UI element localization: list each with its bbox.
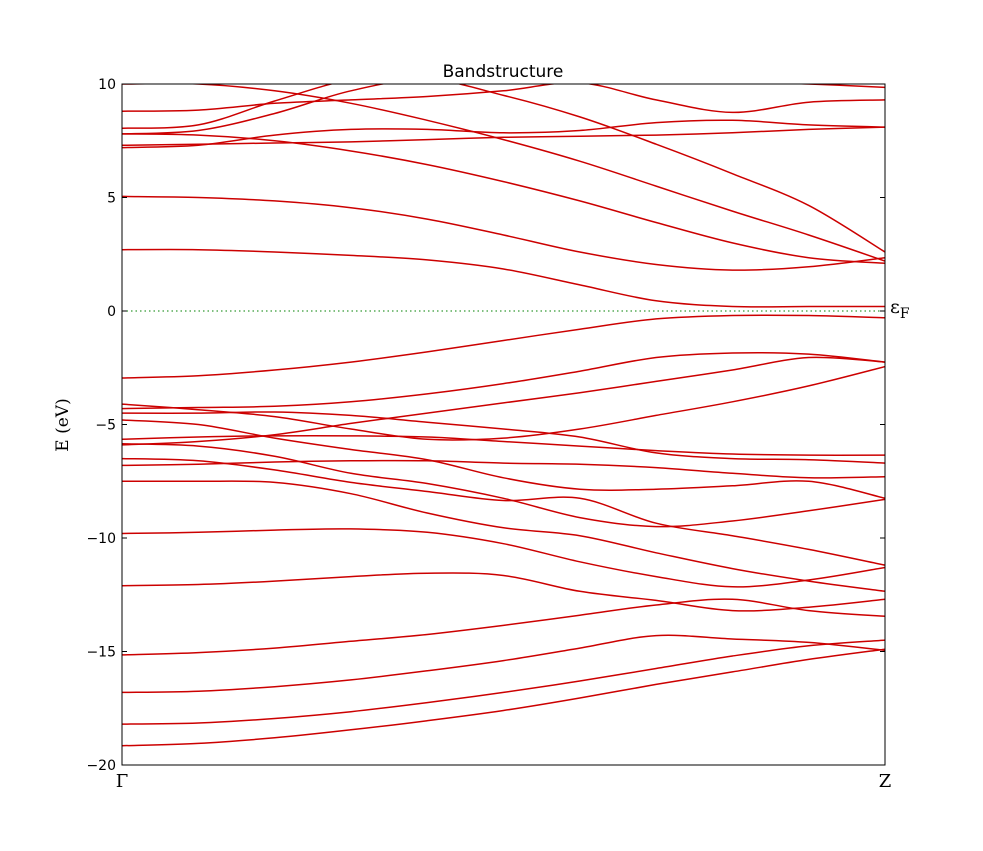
y-tick-label: 10 xyxy=(98,77,116,93)
bands-group xyxy=(122,84,885,747)
band-line-23 xyxy=(122,84,885,253)
band-line-18 xyxy=(122,248,885,308)
band-line-10 xyxy=(122,443,885,528)
band-line-12 xyxy=(122,419,885,500)
y-axis-label: E (eV) xyxy=(53,398,73,451)
band-line-16 xyxy=(122,351,885,410)
band-line-6 xyxy=(122,528,885,588)
y-tick-label: −20 xyxy=(86,758,116,774)
band-line-3 xyxy=(122,634,885,694)
band-line-15 xyxy=(122,356,885,446)
band-line-21 xyxy=(122,126,885,147)
band-line-14 xyxy=(122,365,885,441)
band-line-7 xyxy=(122,480,885,593)
band-line-9 xyxy=(122,457,885,566)
y-tick-label: −10 xyxy=(86,531,116,547)
fermi-label: εF xyxy=(890,296,910,322)
band-line-24 xyxy=(122,84,335,130)
band-line-2 xyxy=(122,639,885,725)
y-axis-ticks: 10 5 0 −5 −10 −15 −20 xyxy=(86,77,885,774)
y-tick-label: 5 xyxy=(107,191,116,207)
y-tick-label: −15 xyxy=(86,645,116,661)
band-line-22 xyxy=(122,119,885,149)
x-tick-label: Z xyxy=(879,771,892,792)
y-tick-label: −5 xyxy=(95,418,116,434)
band-line-4 xyxy=(122,598,885,656)
band-line-19 xyxy=(122,195,885,271)
band-line-25 xyxy=(122,84,885,114)
band-line-5 xyxy=(122,572,885,612)
band-line-11 xyxy=(122,435,885,456)
band-line-13 xyxy=(122,411,885,464)
chart-title: Bandstructure xyxy=(443,62,564,82)
band-line-1 xyxy=(122,648,885,747)
fermi-label-symbol: ε xyxy=(890,296,900,318)
y-tick-label: 0 xyxy=(107,304,116,320)
band-line-17 xyxy=(122,314,885,379)
band-line-26 xyxy=(122,84,885,262)
x-tick-label: Γ xyxy=(116,771,129,792)
fermi-label-subscript: F xyxy=(900,306,910,322)
band-line-8 xyxy=(122,459,885,479)
plot-frame xyxy=(121,83,886,766)
